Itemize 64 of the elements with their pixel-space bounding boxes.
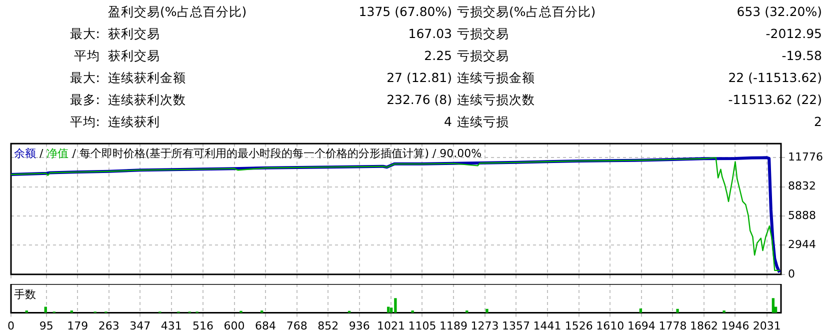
text: 4 — [444, 114, 452, 130]
text: 亏损交易 — [457, 26, 509, 42]
text: 2 — [814, 114, 822, 130]
text: 获利交易 — [108, 48, 160, 64]
x-tick-label: 0 — [8, 319, 14, 332]
x-tick-label: 1273 — [470, 319, 499, 332]
x-tick-label: 1526 — [564, 319, 593, 332]
text: 1375 (67.80%) — [358, 4, 452, 20]
text: 连续获利次数 — [108, 92, 186, 108]
x-tick-label: 516 — [192, 319, 214, 332]
y-tick-label: 0 — [788, 267, 795, 280]
x-tick-label: 95 — [39, 319, 54, 332]
x-tick-label: 684 — [255, 319, 276, 332]
text: 连续获利金额 — [108, 70, 186, 86]
x-tick-label: 1778 — [658, 319, 687, 332]
text: 27 (12.81) — [386, 70, 452, 86]
text: 最多: — [70, 92, 100, 108]
text: 最大: — [70, 70, 100, 86]
text: 盈利交易(%占总百分比) — [108, 4, 247, 20]
text: 亏损交易(%占总百分比) — [457, 4, 596, 20]
y-tick-label: 11776 — [788, 150, 823, 164]
x-tick-label: 1189 — [440, 319, 468, 332]
x-tick-label: 431 — [160, 319, 182, 332]
chart-title: 手数 — [14, 287, 36, 302]
text: -11513.62 (22) — [728, 92, 822, 108]
text: 653 (32.20%) — [736, 4, 822, 20]
x-tick-label: 2031 — [752, 319, 781, 332]
x-tick-label: 1441 — [533, 319, 562, 332]
text: 平均 — [74, 48, 100, 64]
text: 连续亏损 — [457, 114, 509, 130]
annotation: / — [39, 146, 44, 160]
x-tick-label: 768 — [286, 319, 308, 332]
text: 连续获利 — [108, 114, 160, 130]
text: 亏损交易 — [457, 48, 509, 64]
y-tick-label: 5888 — [788, 208, 816, 222]
text: 2.25 — [424, 48, 452, 64]
x-tick-label: 1862 — [690, 319, 718, 332]
x-tick-label: 179 — [67, 319, 88, 332]
x-tick-label: 263 — [98, 319, 120, 332]
text: 最大: — [70, 26, 100, 42]
y-tick-label: 2944 — [788, 238, 816, 252]
x-tick-label: 1357 — [502, 319, 530, 332]
text: 平均: — [70, 114, 100, 130]
x-tick-label: 600 — [224, 319, 245, 332]
x-tick-label: 852 — [318, 319, 339, 332]
text: -2012.95 — [766, 26, 822, 42]
x-tick-label: 1021 — [376, 319, 405, 332]
x-tick-label: 1105 — [408, 319, 436, 332]
chart-title: / 每个即时价格(基于所有可利用的最小时段的每一个价格的分形插值计算) / 90.00% — [71, 146, 482, 160]
x-tick-label: 936 — [348, 319, 370, 332]
series-label: 净值 — [46, 146, 69, 160]
text: -19.58 — [782, 48, 822, 64]
x-tick-label: 1610 — [596, 319, 624, 332]
x-tick-label: 1946 — [721, 319, 750, 332]
text: 167.03 — [408, 26, 452, 42]
x-tick-label: 347 — [130, 319, 151, 332]
text: 232.76 (8) — [386, 92, 452, 108]
x-tick-label: 1694 — [627, 319, 656, 332]
text: 连续亏损金额 — [457, 70, 535, 86]
text: 连续亏损次数 — [457, 92, 535, 108]
text: 22 (-11513.62) — [728, 70, 822, 86]
y-tick-label: 8832 — [788, 180, 816, 193]
text: 获利交易 — [108, 26, 160, 42]
series-label: 余额 — [14, 146, 36, 160]
